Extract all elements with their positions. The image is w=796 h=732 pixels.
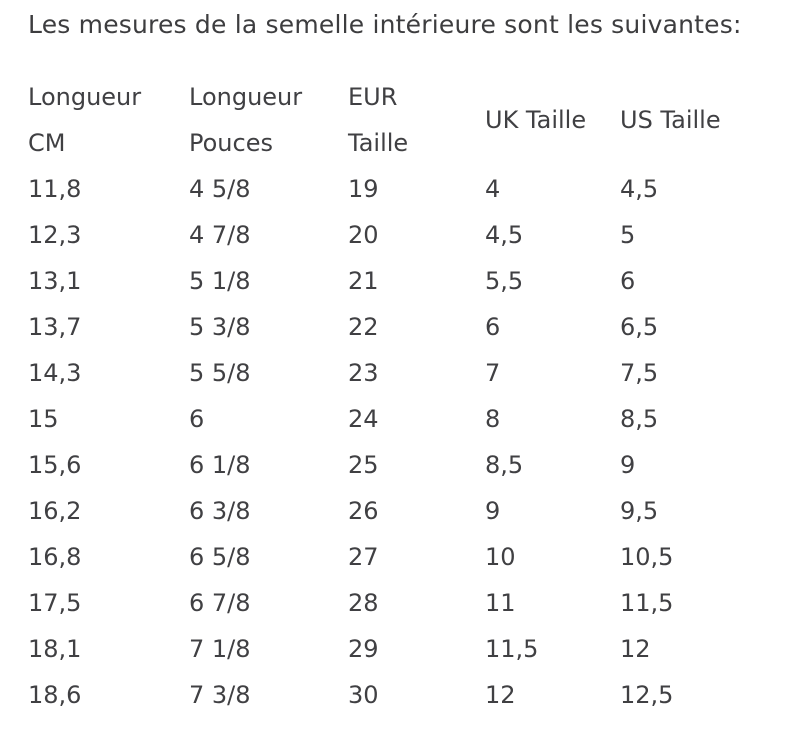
cell-uk-taille: 8	[485, 405, 501, 433]
cell-uk-taille: 11	[485, 589, 516, 617]
cell-us-taille: 7,5	[620, 359, 659, 387]
column-header-line: Taille	[348, 129, 409, 157]
cell-longueur-pouces: 7 1/8	[189, 635, 251, 663]
column-header-eur-taille: EUR Taille	[348, 74, 485, 166]
cell-uk-taille: 12	[485, 681, 516, 709]
cell-longueur-cm: 15	[28, 405, 59, 433]
column-header-line: Pouces	[189, 129, 273, 157]
column-header-label: US Taille	[620, 106, 721, 134]
column-header-us-taille: US Taille	[620, 74, 770, 166]
cell-uk-taille: 6	[485, 313, 501, 341]
cell-longueur-pouces: 5 5/8	[189, 359, 251, 387]
table-row: 15 6 24 8 8,5	[28, 396, 770, 442]
cell-us-taille: 9,5	[620, 497, 659, 525]
cell-longueur-cm: 18,6	[28, 681, 82, 709]
cell-longueur-pouces: 6 5/8	[189, 543, 251, 571]
cell-uk-taille: 7	[485, 359, 501, 387]
table-row: 17,5 6 7/8 28 11 11,5	[28, 580, 770, 626]
cell-longueur-pouces: 4 7/8	[189, 221, 251, 249]
table-row: 16,8 6 5/8 27 10 10,5	[28, 534, 770, 580]
cell-eur-taille: 19	[348, 175, 379, 203]
column-header-label: UK Taille	[485, 106, 587, 134]
cell-uk-taille: 8,5	[485, 451, 524, 479]
table-header: Longueur CM Longueur Pouces EUR Taille U…	[28, 74, 770, 166]
cell-longueur-cm: 13,1	[28, 267, 82, 295]
cell-eur-taille: 29	[348, 635, 379, 663]
cell-eur-taille: 26	[348, 497, 379, 525]
cell-us-taille: 10,5	[620, 543, 674, 571]
table-row: 13,1 5 1/8 21 5,5 6	[28, 258, 770, 304]
cell-longueur-cm: 12,3	[28, 221, 82, 249]
table-row: 13,7 5 3/8 22 6 6,5	[28, 304, 770, 350]
column-header-line: CM	[28, 129, 66, 157]
cell-longueur-pouces: 7 3/8	[189, 681, 251, 709]
column-header-line: Longueur	[28, 83, 142, 111]
table-header-row: Longueur CM Longueur Pouces EUR Taille U…	[28, 74, 770, 166]
cell-longueur-cm: 14,3	[28, 359, 82, 387]
cell-uk-taille: 4,5	[485, 221, 524, 249]
cell-uk-taille: 9	[485, 497, 501, 525]
cell-eur-taille: 21	[348, 267, 379, 295]
cell-longueur-pouces: 6	[189, 405, 205, 433]
cell-eur-taille: 30	[348, 681, 379, 709]
column-header-line: Longueur	[189, 83, 303, 111]
cell-us-taille: 4,5	[620, 175, 659, 203]
table-row: 11,8 4 5/8 19 4 4,5	[28, 166, 770, 212]
cell-us-taille: 12,5	[620, 681, 674, 709]
cell-longueur-cm: 16,2	[28, 497, 82, 525]
cell-longueur-pouces: 4 5/8	[189, 175, 251, 203]
table-row: 12,3 4 7/8 20 4,5 5	[28, 212, 770, 258]
cell-longueur-cm: 13,7	[28, 313, 82, 341]
cell-longueur-pouces: 6 7/8	[189, 589, 251, 617]
cell-eur-taille: 27	[348, 543, 379, 571]
table-row: 18,6 7 3/8 30 12 12,5	[28, 672, 770, 718]
size-conversion-table: Longueur CM Longueur Pouces EUR Taille U…	[28, 74, 770, 718]
table-row: 14,3 5 5/8 23 7 7,5	[28, 350, 770, 396]
cell-longueur-cm: 16,8	[28, 543, 82, 571]
cell-longueur-cm: 17,5	[28, 589, 82, 617]
cell-eur-taille: 23	[348, 359, 379, 387]
cell-eur-taille: 20	[348, 221, 379, 249]
cell-longueur-pouces: 5 3/8	[189, 313, 251, 341]
cell-us-taille: 6,5	[620, 313, 659, 341]
table-row: 18,1 7 1/8 29 11,5 12	[28, 626, 770, 672]
cell-longueur-pouces: 6 3/8	[189, 497, 251, 525]
cell-eur-taille: 28	[348, 589, 379, 617]
column-header-longueur-pouces: Longueur Pouces	[189, 74, 348, 166]
cell-us-taille: 5	[620, 221, 636, 249]
column-header-longueur-cm: Longueur CM	[28, 74, 189, 166]
cell-longueur-pouces: 6 1/8	[189, 451, 251, 479]
cell-us-taille: 9	[620, 451, 636, 479]
cell-longueur-cm: 18,1	[28, 635, 82, 663]
column-header-line: EUR	[348, 83, 398, 111]
cell-uk-taille: 10	[485, 543, 516, 571]
table-body: 11,8 4 5/8 19 4 4,5 12,3 4 7/8 20 4,5 5 …	[28, 166, 770, 718]
cell-eur-taille: 22	[348, 313, 379, 341]
cell-uk-taille: 4	[485, 175, 501, 203]
column-header-uk-taille: UK Taille	[485, 74, 620, 166]
cell-uk-taille: 5,5	[485, 267, 524, 295]
intro-text: Les mesures de la semelle intérieure son…	[28, 10, 742, 39]
cell-us-taille: 8,5	[620, 405, 659, 433]
cell-uk-taille: 11,5	[485, 635, 539, 663]
table-row: 16,2 6 3/8 26 9 9,5	[28, 488, 770, 534]
cell-longueur-cm: 11,8	[28, 175, 82, 203]
table-row: 15,6 6 1/8 25 8,5 9	[28, 442, 770, 488]
cell-us-taille: 12	[620, 635, 651, 663]
cell-longueur-pouces: 5 1/8	[189, 267, 251, 295]
cell-eur-taille: 24	[348, 405, 379, 433]
cell-us-taille: 11,5	[620, 589, 674, 617]
cell-eur-taille: 25	[348, 451, 379, 479]
cell-longueur-cm: 15,6	[28, 451, 82, 479]
cell-us-taille: 6	[620, 267, 636, 295]
